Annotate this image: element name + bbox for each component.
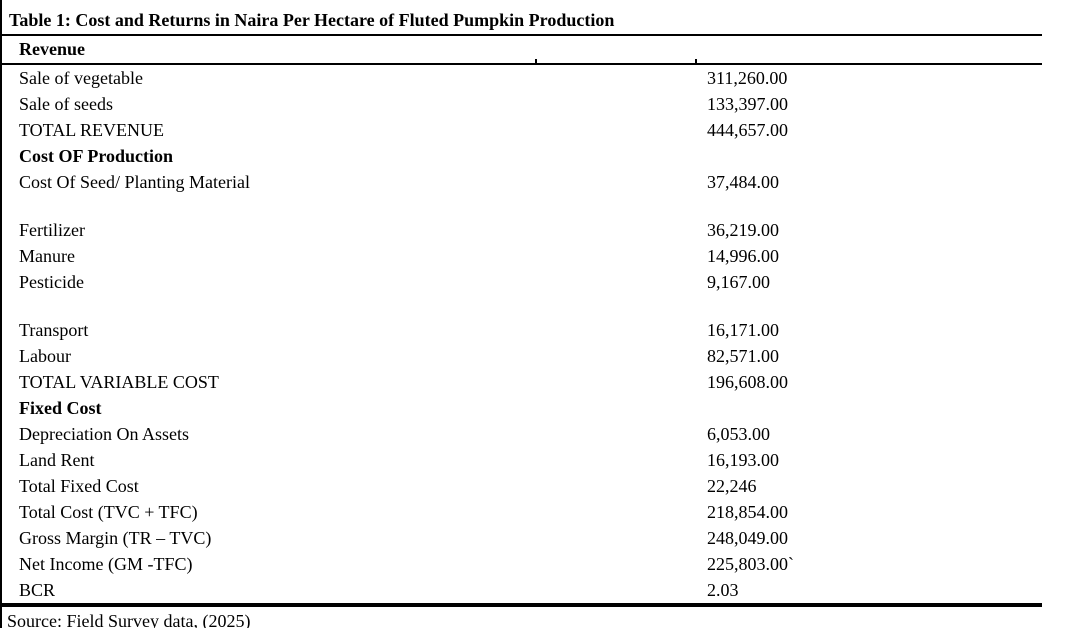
table-row: Pesticide 9,167.00 (0, 269, 1066, 295)
source-note: Source: Field Survey data, (2025) (7, 611, 251, 628)
row-label: Total Cost (TVC + TFC) (19, 501, 198, 522)
row-value: 248,049.00 (707, 527, 788, 548)
row-label: Labour (19, 345, 71, 366)
row-value: 16,193.00 (707, 449, 779, 470)
spacer-row (0, 195, 1066, 217)
row-label: Depreciation On Assets (19, 423, 189, 444)
row-value: 36,219.00 (707, 219, 779, 240)
header-rule (0, 59, 1042, 65)
table-row: Total Cost (TVC + TFC) 218,854.00 (0, 499, 1066, 525)
row-label: Total Fixed Cost (19, 475, 139, 496)
row-value: 16,171.00 (707, 319, 779, 340)
row-label: Transport (19, 319, 89, 340)
row-label: BCR (19, 579, 56, 600)
row-value: 37,484.00 (707, 171, 779, 192)
row-value: 133,397.00 (707, 93, 788, 114)
table-row: Land Rent 16,193.00 (0, 447, 1066, 473)
row-label: Land Rent (19, 449, 95, 470)
section-header-revenue: Revenue (0, 36, 1066, 63)
row-value: 218,854.00 (707, 501, 788, 522)
row-value: 444,657.00 (707, 119, 788, 140)
row-label: Cost OF Production (19, 145, 174, 166)
table-row: Total Fixed Cost 22,246 (0, 473, 1066, 499)
row-label: Fertilizer (19, 219, 85, 240)
row-value: 82,571.00 (707, 345, 779, 366)
row-label: TOTAL VARIABLE COST (19, 371, 219, 392)
row-label: Sale of vegetable (19, 67, 143, 88)
section-header-label: Revenue (19, 39, 85, 59)
row-value: 14,996.00 (707, 245, 779, 266)
spacer-row (0, 295, 1066, 317)
table-row: Sale of seeds 133,397.00 (0, 91, 1066, 117)
row-value: 6,053.00 (707, 423, 770, 444)
table-row: Gross Margin (TR – TVC) 248,049.00 (0, 525, 1066, 551)
row-label: Net Income (GM -TFC) (19, 553, 193, 574)
table-row: Manure 14,996.00 (0, 243, 1066, 269)
row-value: 9,167.00 (707, 271, 770, 292)
left-border-line (0, 0, 2, 628)
row-label: Sale of seeds (19, 93, 113, 114)
table-row: BCR 2.03 (0, 577, 1066, 603)
table-title: Table 1: Cost and Returns in Naira Per H… (9, 10, 615, 30)
row-label: Gross Margin (TR – TVC) (19, 527, 212, 548)
title-rule (0, 34, 1042, 36)
table-row: Fertilizer 36,219.00 (0, 217, 1066, 243)
table-row: Fixed Cost (0, 395, 1066, 421)
table-row: Sale of vegetable 311,260.00 (0, 65, 1066, 91)
table-row: Net Income (GM -TFC) 225,803.00` (0, 551, 1066, 577)
column-divider-tick (535, 59, 537, 64)
column-divider-tick (695, 59, 697, 64)
table-row: Cost Of Seed/ Planting Material 37,484.0… (0, 169, 1066, 195)
table-row: Labour 82,571.00 (0, 343, 1066, 369)
row-label: Fixed Cost (19, 397, 102, 418)
row-label: Cost Of Seed/ Planting Material (19, 171, 250, 192)
row-value: 225,803.00` (707, 553, 794, 574)
row-label: Manure (19, 245, 75, 266)
row-value: 2.03 (707, 579, 739, 600)
bottom-rule (0, 603, 1042, 607)
row-value: 22,246 (707, 475, 757, 496)
row-label: Pesticide (19, 271, 84, 292)
table-row: Transport 16,171.00 (0, 317, 1066, 343)
table-row: TOTAL VARIABLE COST 196,608.00 (0, 369, 1066, 395)
table-row: TOTAL REVENUE 444,657.00 (0, 117, 1066, 143)
table-row: Depreciation On Assets 6,053.00 (0, 421, 1066, 447)
row-value: 196,608.00 (707, 371, 788, 392)
table-row: Cost OF Production (0, 143, 1066, 169)
row-value: 311,260.00 (707, 67, 788, 88)
row-label: TOTAL REVENUE (19, 119, 165, 140)
table-body: Sale of vegetable 311,260.00 Sale of see… (0, 65, 1066, 603)
